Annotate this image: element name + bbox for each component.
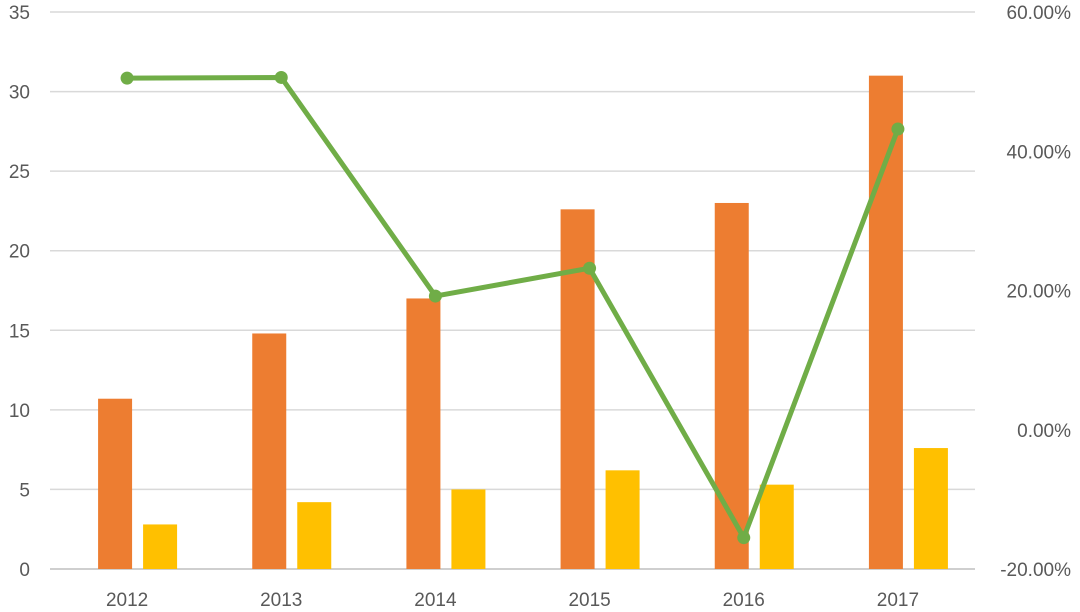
bar-series1-2014 — [406, 298, 441, 569]
left-axis-tick-label: 5 — [19, 480, 30, 501]
bar-series — [98, 75, 948, 570]
line-point-2016 — [737, 531, 751, 545]
line-point-2015 — [583, 261, 597, 275]
bar-series1-2017 — [868, 75, 903, 570]
line-point-2014 — [428, 289, 442, 303]
bar-series2-2013 — [297, 502, 332, 569]
left-axis-tick-label: 25 — [9, 162, 30, 183]
line-point-2017 — [891, 122, 905, 136]
x-axis: 2012 2013 2014 2015 2016 2017 — [106, 590, 919, 611]
gridlines — [50, 11, 975, 570]
x-axis-tick-label: 2013 — [260, 590, 302, 611]
right-axis-tick-label: 20.00% — [1007, 282, 1072, 303]
x-axis-tick-label: 2012 — [106, 590, 148, 611]
right-axis-tick-label: 40.00% — [1007, 142, 1072, 163]
right-axis-tick-label: 0.00% — [1017, 421, 1071, 442]
left-axis-tick-label: 20 — [9, 242, 30, 263]
bar-series2-2014 — [451, 489, 486, 569]
right-axis-tick-label: -20.00% — [1000, 560, 1071, 581]
x-axis-tick-label: 2017 — [877, 590, 919, 611]
left-axis-tick-label: 35 — [9, 3, 30, 24]
left-axis: 0 5 10 15 20 25 30 35 — [9, 3, 30, 581]
x-axis-tick-label: 2014 — [414, 590, 457, 611]
bar-series1-2016 — [714, 202, 749, 569]
line-series — [120, 70, 905, 545]
bar-series2-2017 — [913, 448, 948, 569]
x-axis-tick-label: 2015 — [568, 590, 610, 611]
bar-series2-2015 — [605, 470, 640, 569]
left-axis-tick-label: 0 — [19, 560, 30, 581]
bar-series1-2012 — [98, 398, 133, 569]
line-series-path — [124, 74, 901, 541]
line-point-2013 — [274, 70, 288, 84]
bar-series2-2016 — [759, 484, 794, 569]
right-axis: -20.00% 0.00% 20.00% 40.00% 60.00% — [1000, 3, 1071, 581]
bar-series1-2013 — [252, 333, 287, 569]
bar-series2-2012 — [143, 524, 178, 569]
line-point-2012 — [120, 71, 134, 85]
left-axis-tick-label: 30 — [9, 83, 30, 104]
left-axis-tick-label: 15 — [9, 321, 30, 342]
right-axis-tick-label: 60.00% — [1007, 3, 1072, 24]
x-axis-tick-label: 2016 — [723, 590, 765, 611]
left-axis-tick-label: 10 — [9, 401, 30, 422]
